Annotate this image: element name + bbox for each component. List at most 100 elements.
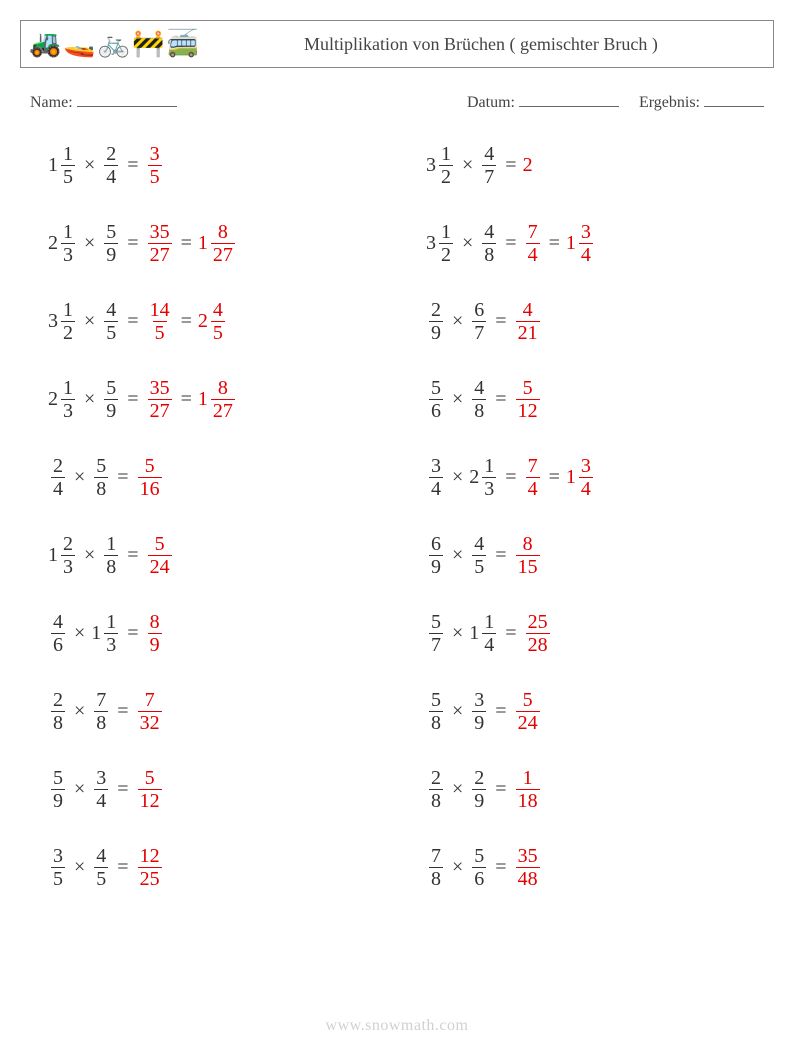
denominator: 16 <box>138 477 162 499</box>
fraction: 89 <box>148 612 162 655</box>
boat-icon: 🚤 <box>63 31 95 57</box>
numerator: 5 <box>143 768 157 789</box>
numerator: 3 <box>94 768 108 789</box>
multiply-op: × <box>84 154 95 177</box>
numerator: 12 <box>138 846 162 867</box>
problem-row: 78×56=3548 <box>426 842 754 892</box>
fraction: 512 <box>516 378 540 421</box>
multiply-op: × <box>452 466 463 489</box>
answer: 3527 <box>145 378 175 421</box>
denominator: 27 <box>211 399 235 421</box>
date-blank <box>519 90 619 107</box>
fraction: 35 <box>51 846 65 889</box>
fraction: 512 <box>138 768 162 811</box>
numerator: 1 <box>104 612 118 633</box>
denominator: 8 <box>482 243 496 265</box>
denominator: 24 <box>148 555 172 577</box>
denominator: 9 <box>104 399 118 421</box>
denominator: 4 <box>526 243 540 265</box>
fraction: 145 <box>148 300 172 343</box>
denominator: 9 <box>51 789 65 811</box>
numerator: 5 <box>104 378 118 399</box>
answer: 74 <box>523 456 543 499</box>
denominator: 25 <box>138 867 162 889</box>
header-box: 🚜 🚤 🚲 🚧 🚎 Multiplikation von Brüchen ( g… <box>20 20 774 68</box>
answer: 74 <box>523 222 543 265</box>
fraction: 47 <box>482 144 496 187</box>
numerator: 8 <box>216 222 230 243</box>
fraction: 56 <box>429 378 443 421</box>
fraction: 57 <box>429 612 443 655</box>
fraction: 34 <box>579 456 593 499</box>
bulldozer-icon: 🚧 <box>132 31 164 57</box>
denominator: 9 <box>104 243 118 265</box>
problem-row: 34×213=74=134 <box>426 452 754 502</box>
numerator: 4 <box>472 534 486 555</box>
whole-part: 1 <box>48 154 58 177</box>
multiply-op: × <box>462 232 473 255</box>
equals: = <box>181 232 192 255</box>
equals: = <box>495 310 506 333</box>
numerator: 2 <box>61 534 75 555</box>
equals: = <box>495 544 506 567</box>
denominator: 7 <box>429 633 443 655</box>
answer: 815 <box>513 534 543 577</box>
numerator: 8 <box>148 612 162 633</box>
fraction: 13 <box>482 456 496 499</box>
fraction: 13 <box>61 378 75 421</box>
fraction: 18 <box>104 534 118 577</box>
numerator: 1 <box>482 612 496 633</box>
fraction: 34 <box>429 456 443 499</box>
denominator: 27 <box>148 399 172 421</box>
multiply-op: × <box>74 700 85 723</box>
multiply-op: × <box>74 856 85 879</box>
fraction: 58 <box>94 456 108 499</box>
problem-row: 123×18=524 <box>48 530 376 580</box>
multiply-op: × <box>452 388 463 411</box>
numerator: 1 <box>439 144 453 165</box>
numerator: 4 <box>482 222 496 243</box>
problem-row: 46×113=89 <box>48 608 376 658</box>
fraction: 46 <box>51 612 65 655</box>
numerator: 25 <box>526 612 550 633</box>
numerator: 5 <box>429 612 443 633</box>
answer: 2528 <box>523 612 553 655</box>
denominator: 2 <box>61 321 75 343</box>
answer: 145 <box>145 300 175 343</box>
equals: = <box>549 232 560 255</box>
fraction: 524 <box>148 534 172 577</box>
fraction: 45 <box>211 300 225 343</box>
fraction: 14 <box>482 612 496 655</box>
equals: = <box>127 154 138 177</box>
multiply-op: × <box>452 856 463 879</box>
icon-strip: 🚜 🚤 🚲 🚧 🚎 <box>21 31 199 57</box>
whole-part: 1 <box>198 232 208 255</box>
problem-row: 213×59=3527=1827 <box>48 374 376 424</box>
denominator: 4 <box>579 243 593 265</box>
problem-row: 35×45=1225 <box>48 842 376 892</box>
multiply-op: × <box>452 622 463 645</box>
denominator: 21 <box>516 321 540 343</box>
numerator: 8 <box>521 534 535 555</box>
equals: = <box>181 310 192 333</box>
numerator: 1 <box>61 300 75 321</box>
whole-part: 2 <box>48 388 58 411</box>
denominator: 2 <box>439 165 453 187</box>
numerator: 3 <box>429 456 443 477</box>
equals: = <box>505 622 516 645</box>
answer: 1225 <box>135 846 165 889</box>
fraction: 58 <box>429 690 443 733</box>
fraction: 74 <box>526 222 540 265</box>
denominator: 5 <box>153 321 167 343</box>
whole-part: 1 <box>566 466 576 489</box>
denominator: 5 <box>104 321 118 343</box>
equals: = <box>549 466 560 489</box>
numerator: 5 <box>472 846 486 867</box>
denominator: 5 <box>211 321 225 343</box>
denominator: 15 <box>516 555 540 577</box>
fraction: 516 <box>138 456 162 499</box>
problem-row: 28×78=732 <box>48 686 376 736</box>
fraction: 45 <box>94 846 108 889</box>
fraction: 118 <box>516 768 540 811</box>
fraction: 3548 <box>516 846 540 889</box>
